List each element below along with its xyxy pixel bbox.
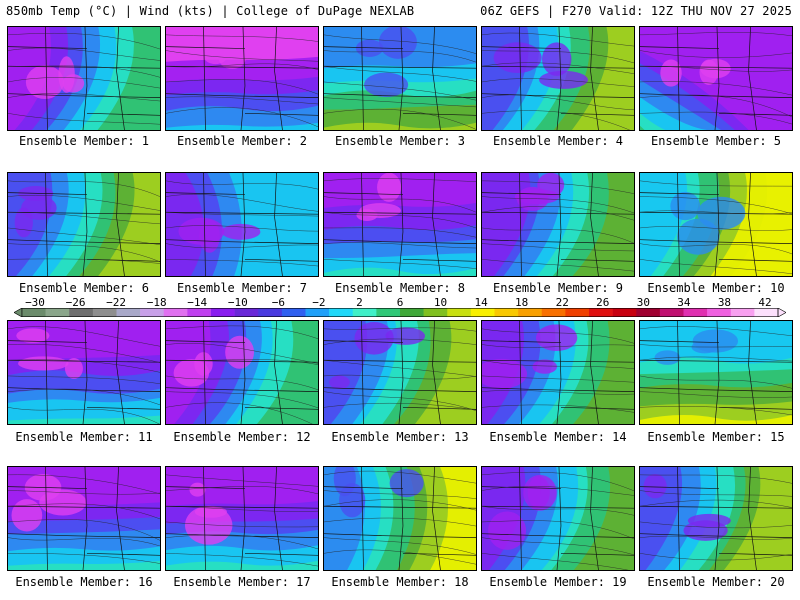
- colorbar-bin: [423, 308, 448, 317]
- colorbar-bin: [636, 308, 661, 317]
- colorbar-tick-label: 26: [596, 296, 610, 309]
- ensemble-member-label: Ensemble Member: 4: [492, 134, 624, 148]
- ensemble-member-map: [165, 26, 319, 131]
- ensemble-member-map: [165, 172, 319, 277]
- ensemble-member-label: Ensemble Member: 11: [15, 430, 153, 444]
- colorbar-bin: [45, 308, 70, 317]
- colorbar-bin: [22, 308, 46, 317]
- colorbar-tick-label: 6: [396, 296, 404, 309]
- colorbar-tick-label: 2: [356, 296, 363, 309]
- ensemble-member-label: Ensemble Member: 8: [334, 281, 466, 295]
- colorbar-bin: [92, 308, 117, 317]
- colorbar-tick-label: −30: [25, 296, 45, 309]
- ensemble-member-label: Ensemble Member: 15: [647, 430, 785, 444]
- colorbar-tick-label: 30: [636, 296, 650, 309]
- colorbar-bin: [754, 308, 779, 317]
- colorbar-tick-label: −26: [65, 296, 86, 309]
- colorbar-bin: [589, 308, 613, 317]
- ensemble-member-map: [323, 26, 477, 131]
- colorbar-max-arrow: [777, 308, 786, 317]
- ensemble-member-label: Ensemble Member: 18: [331, 575, 469, 589]
- colorbar-bin: [494, 308, 519, 317]
- model-valid-time: 06Z GEFS | F270 Valid: 12Z THU NOV 27 20…: [480, 4, 792, 18]
- colorbar-tick-label: −14: [187, 296, 208, 309]
- colorbar-tick-label: −10: [227, 296, 248, 309]
- ensemble-member-map: [165, 320, 319, 425]
- colorbar-tick-label: 22: [555, 296, 569, 309]
- colorbar-tick-label: −18: [146, 296, 167, 309]
- ensemble-member-map: [165, 466, 319, 571]
- ensemble-member-map: [7, 26, 161, 131]
- colorbar-bin: [541, 308, 566, 317]
- ensemble-member-map: [481, 172, 635, 277]
- colorbar-bin: [258, 308, 283, 317]
- colorbar-bin: [211, 308, 235, 317]
- ensemble-member-label: Ensemble Member: 6: [18, 281, 150, 295]
- colorbar-bin: [612, 308, 637, 317]
- colorbar-tick-label: 18: [515, 296, 529, 309]
- colorbar-bin: [470, 308, 495, 317]
- colorbar-tick-label: 10: [433, 296, 448, 309]
- colorbar-min-arrow: [14, 308, 23, 317]
- ensemble-member-map: [481, 466, 635, 571]
- ensemble-member-map: [7, 172, 161, 277]
- colorbar-tick-label: 42: [758, 296, 772, 309]
- colorbar-bin: [683, 308, 708, 317]
- ensemble-member-label: Ensemble Member: 13: [331, 430, 469, 444]
- ensemble-member-map: [639, 172, 793, 277]
- ensemble-member-label: Ensemble Member: 2: [176, 134, 308, 148]
- colorbar-bin: [352, 308, 377, 317]
- colorbar-tick-label: 38: [717, 296, 732, 309]
- colorbar-bin: [400, 308, 424, 317]
- ensemble-member-label: Ensemble Member: 10: [647, 281, 785, 295]
- ensemble-member-map: [323, 466, 477, 571]
- ensemble-member-label: Ensemble Member: 7: [176, 281, 308, 295]
- ensemble-member-label: Ensemble Member: 16: [15, 575, 153, 589]
- colorbar-bin: [659, 308, 684, 317]
- colorbar-bin: [329, 308, 354, 317]
- colorbar-bin: [447, 308, 472, 317]
- ensemble-member-label: Ensemble Member: 9: [492, 281, 624, 295]
- ensemble-member-map: [639, 26, 793, 131]
- colorbar-bin: [69, 308, 94, 317]
- colorbar-bin: [305, 308, 330, 317]
- colorbar-bin: [116, 308, 141, 317]
- colorbar-bin: [140, 308, 165, 317]
- colorbar-bin: [518, 308, 543, 317]
- ensemble-member-label: Ensemble Member: 5: [650, 134, 782, 148]
- colorbar-tick-label: 14: [474, 296, 488, 309]
- ensemble-member-map: [639, 466, 793, 571]
- colorbar-bin: [730, 308, 755, 317]
- colorbar-bin: [234, 308, 259, 317]
- ensemble-member-map: [323, 172, 477, 277]
- ensemble-member-label: Ensemble Member: 1: [18, 134, 150, 148]
- colorbar-tick-label: 34: [677, 296, 691, 309]
- temperature-colorbar: [14, 308, 786, 317]
- ensemble-member-label: Ensemble Member: 12: [173, 430, 311, 444]
- ensemble-member-label: Ensemble Member: 19: [489, 575, 627, 589]
- ensemble-member-label: Ensemble Member: 14: [489, 430, 627, 444]
- ensemble-member-map: [481, 320, 635, 425]
- colorbar-tick-label: −6: [271, 296, 285, 309]
- colorbar-bin: [163, 308, 188, 317]
- colorbar-bin: [707, 308, 732, 317]
- ensemble-member-map: [639, 320, 793, 425]
- colorbar-bin: [376, 308, 401, 317]
- colorbar-bin: [565, 308, 590, 317]
- colorbar-tick-label: −22: [106, 296, 127, 309]
- colorbar-bin: [281, 308, 306, 317]
- ensemble-member-map: [7, 466, 161, 571]
- ensemble-member-label: Ensemble Member: 20: [647, 575, 785, 589]
- ensemble-member-label: Ensemble Member: 3: [334, 134, 466, 148]
- ensemble-member-label: Ensemble Member: 17: [173, 575, 311, 589]
- colorbar-bin: [187, 308, 212, 317]
- ensemble-member-map: [481, 26, 635, 131]
- ensemble-member-map: [323, 320, 477, 425]
- ensemble-member-map: [7, 320, 161, 425]
- colorbar-tick-label: −2: [312, 296, 326, 309]
- map-title: 850mb Temp (°C) | Wind (kts) | College o…: [6, 4, 415, 18]
